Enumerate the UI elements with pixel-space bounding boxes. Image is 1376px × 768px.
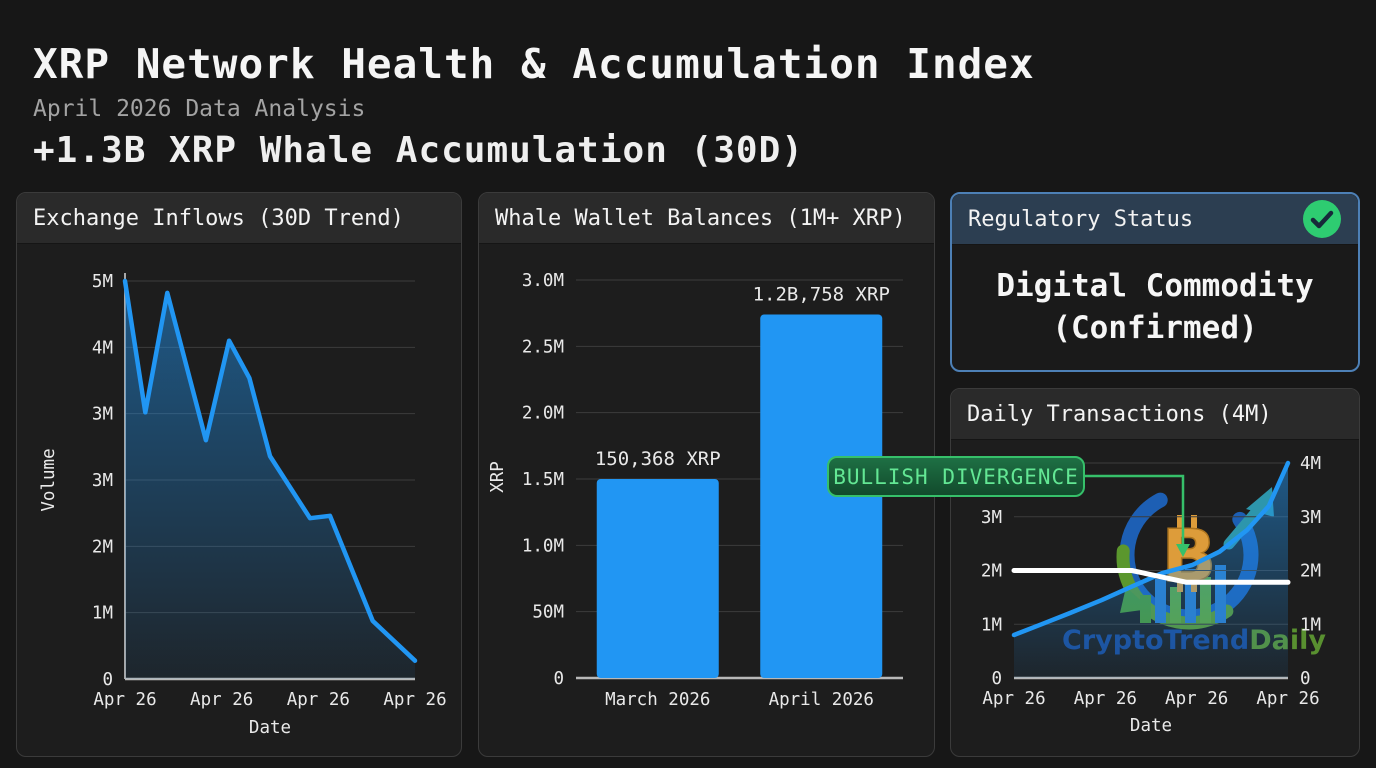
area-fill [1014, 463, 1288, 678]
svg-text:Apr 26: Apr 26 [383, 690, 446, 710]
svg-text:Apr 26: Apr 26 [1165, 689, 1228, 709]
panel-title: Daily Transactions (4M) [967, 401, 1272, 427]
svg-text:Apr 26: Apr 26 [1074, 689, 1137, 709]
regulatory-status-body: Digital Commodity (Confirmed) [952, 244, 1358, 370]
svg-text:Apr 26: Apr 26 [190, 690, 253, 710]
svg-text:2M: 2M [92, 537, 113, 557]
svg-text:Apr 26: Apr 26 [287, 690, 350, 710]
svg-text:3M: 3M [92, 405, 113, 425]
svg-text:April 2026: April 2026 [769, 690, 874, 710]
panel-regulatory-status: Regulatory Status Digital Commodity (Con… [950, 192, 1360, 372]
svg-text:2M: 2M [1300, 562, 1321, 582]
svg-text:1.2B,758 XRP: 1.2B,758 XRP [753, 283, 890, 305]
series-line [122, 278, 418, 663]
svg-text:March 2026: March 2026 [605, 690, 710, 710]
badge-label: BULLISH DIVERGENCE [833, 464, 1079, 489]
page-title: XRP Network Health & Accumulation Index [33, 40, 1035, 88]
svg-text:0: 0 [553, 669, 564, 689]
svg-text:XRP: XRP [488, 461, 508, 493]
svg-text:3M: 3M [1300, 508, 1321, 528]
svg-text:Apr 26: Apr 26 [1256, 689, 1319, 709]
svg-text:2M: 2M [981, 562, 1002, 582]
bar-April 2026 [760, 314, 883, 678]
svg-text:Volume: Volume [39, 448, 59, 511]
svg-text:150,368 XRP: 150,368 XRP [595, 448, 721, 470]
panel-header-regulatory: Regulatory Status [952, 194, 1358, 245]
svg-text:Apr 26: Apr 26 [982, 689, 1045, 709]
svg-text:0: 0 [991, 669, 1002, 689]
svg-text:1M: 1M [981, 615, 1002, 635]
whale-balances-chart: 3.0M 2.5M 2.0M 1.5M 1.0M 50M 0 150,368 XRP March… [488, 271, 903, 710]
panel-title: Regulatory Status [968, 206, 1194, 232]
svg-text:Apr 26: Apr 26 [93, 690, 156, 710]
svg-text:50M: 50M [532, 603, 564, 623]
panel-exchange-inflows: Exchange Inflows (30D Trend) 5M 4M 3M 3M 2M 1… [16, 192, 462, 757]
regulatory-status-line1: Digital Commodity [996, 268, 1314, 304]
svg-text:1M: 1M [92, 604, 113, 624]
svg-text:3.0M: 3.0M [522, 271, 564, 291]
check-icon [1303, 200, 1341, 238]
svg-text:5M: 5M [92, 272, 113, 292]
bar-March 2026 [596, 479, 719, 678]
svg-text:0: 0 [1300, 669, 1311, 689]
panel-title: Whale Wallet Balances (1M+ XRP) [495, 205, 906, 231]
svg-text:4M: 4M [1300, 454, 1321, 474]
series-line [1011, 568, 1291, 585]
svg-text:Date: Date [1130, 716, 1172, 736]
page-headline: +1.3B XRP Whale Accumulation (30D) [33, 130, 804, 171]
svg-text:2.5M: 2.5M [522, 337, 564, 357]
svg-text:3M: 3M [981, 508, 1002, 528]
panel-header-exchange-inflows: Exchange Inflows (30D Trend) [17, 193, 461, 244]
panel-header-whale-balances: Whale Wallet Balances (1M+ XRP) [479, 193, 934, 244]
svg-text:1M: 1M [1300, 615, 1321, 635]
svg-text:1.0M: 1.0M [522, 536, 564, 556]
area-fill [125, 281, 415, 679]
panel-title: Exchange Inflows (30D Trend) [33, 205, 404, 231]
svg-text:1.5M: 1.5M [522, 470, 564, 490]
panel-daily-transactions: Daily Transactions (4M) [950, 388, 1360, 757]
series-line [1011, 460, 1291, 638]
svg-text:Date: Date [249, 718, 291, 738]
page-subtitle: April 2026 Data Analysis [33, 96, 366, 122]
svg-text:0: 0 [102, 670, 113, 690]
svg-text:2.0M: 2.0M [522, 404, 564, 424]
regulatory-status-line2: (Confirmed) [1052, 310, 1258, 346]
svg-text:4M: 4M [92, 338, 113, 358]
panel-header-daily-transactions: Daily Transactions (4M) [951, 389, 1359, 440]
svg-text:3M: 3M [92, 471, 113, 491]
bullish-divergence-badge: BULLISH DIVERGENCE [827, 456, 1085, 497]
